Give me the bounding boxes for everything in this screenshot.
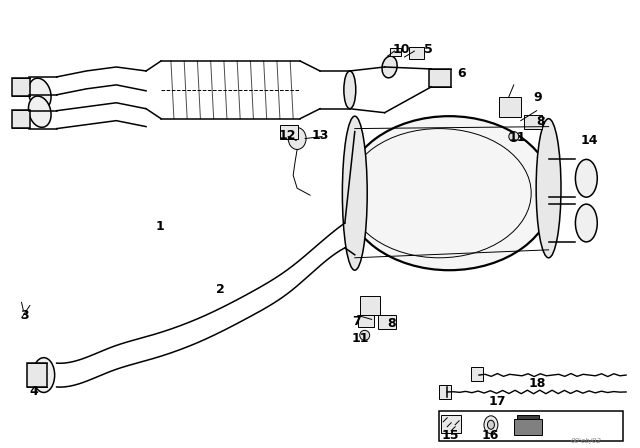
Ellipse shape	[575, 159, 597, 197]
Bar	[360, 296, 380, 315]
Text: 18: 18	[529, 377, 546, 390]
Ellipse shape	[345, 116, 554, 270]
Bar	[471, 367, 483, 381]
Text: 11: 11	[352, 332, 369, 345]
Ellipse shape	[509, 132, 519, 142]
Text: 13: 13	[312, 129, 330, 142]
Text: 4: 4	[30, 385, 38, 398]
Bar	[441, 415, 461, 433]
Bar	[516, 415, 539, 419]
Ellipse shape	[33, 358, 54, 392]
Ellipse shape	[382, 56, 397, 78]
Ellipse shape	[344, 71, 356, 109]
Text: 10: 10	[392, 43, 410, 56]
Ellipse shape	[288, 128, 306, 150]
Text: 2: 2	[216, 283, 225, 296]
Bar	[499, 97, 521, 116]
Ellipse shape	[488, 420, 495, 429]
Ellipse shape	[575, 204, 597, 242]
Text: 6: 6	[457, 67, 466, 80]
Ellipse shape	[536, 119, 561, 258]
Text: 17: 17	[489, 395, 506, 408]
Bar	[358, 315, 374, 327]
Bar	[410, 47, 424, 59]
Text: 3: 3	[20, 310, 29, 323]
Bar	[378, 315, 396, 329]
Bar	[280, 125, 298, 138]
Ellipse shape	[28, 96, 51, 127]
Bar	[429, 69, 451, 87]
Ellipse shape	[28, 78, 51, 109]
Text: 12: 12	[278, 129, 296, 142]
Bar	[12, 78, 30, 96]
Text: 15: 15	[441, 429, 459, 442]
Ellipse shape	[360, 330, 370, 340]
Bar	[439, 385, 451, 399]
Text: 11: 11	[509, 130, 526, 143]
Text: 16: 16	[482, 429, 499, 442]
Ellipse shape	[484, 416, 498, 434]
Text: 1: 1	[156, 220, 164, 233]
Text: 00'eb/02: 00'eb/02	[570, 438, 602, 444]
Text: 8: 8	[388, 317, 396, 330]
Bar	[439, 411, 623, 441]
Bar	[524, 115, 541, 129]
Ellipse shape	[342, 116, 367, 270]
Text: 14: 14	[580, 134, 598, 146]
Text: 9: 9	[534, 91, 542, 104]
Text: 8: 8	[537, 115, 545, 128]
Text: 7: 7	[352, 315, 360, 328]
Bar	[390, 48, 401, 56]
Bar	[514, 419, 541, 435]
Text: 5: 5	[424, 43, 433, 56]
Bar	[12, 110, 30, 128]
Bar	[27, 363, 47, 387]
